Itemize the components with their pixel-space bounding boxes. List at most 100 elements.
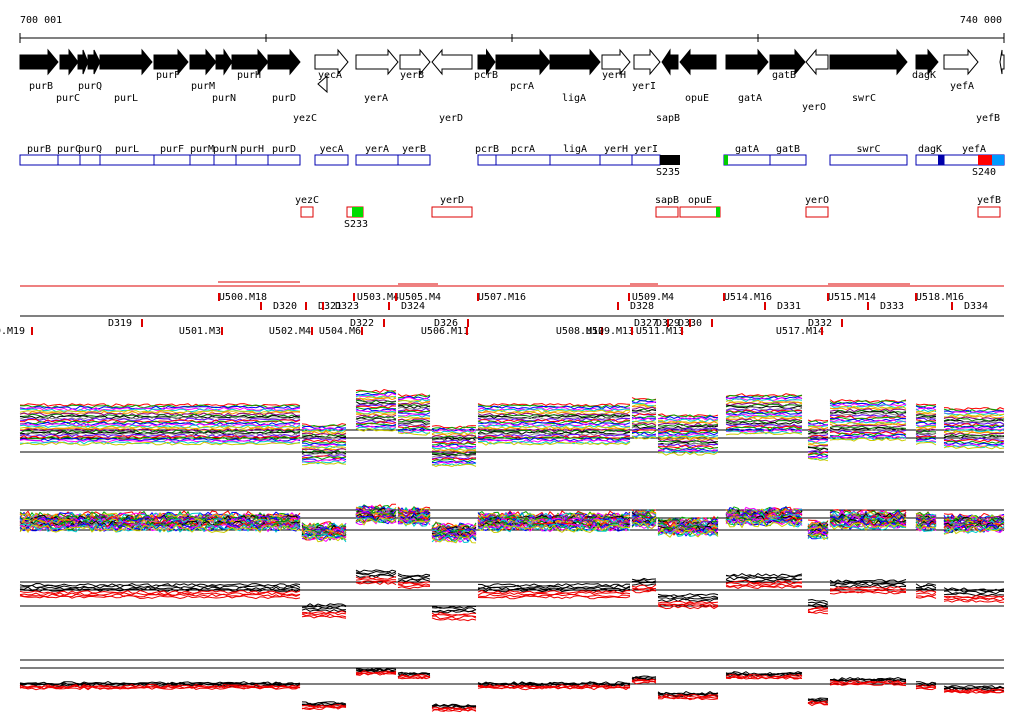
- expression-trace: [943, 526, 1005, 535]
- red-box-label: yefB: [977, 195, 1001, 206]
- expression-trace: [355, 514, 397, 523]
- expression-trace: [397, 673, 431, 678]
- expression-trace: [477, 595, 631, 600]
- segment-label: D319: [108, 318, 132, 329]
- box-label: pcrB: [475, 144, 499, 155]
- gene-box: [495, 154, 551, 166]
- red-box-label: yerO: [805, 195, 829, 206]
- red-box: [977, 206, 1001, 218]
- expression-trace: [657, 528, 719, 537]
- gene-arrow: [87, 49, 101, 75]
- expression-trace: [915, 435, 937, 438]
- expression-trace: [725, 417, 803, 421]
- expression-trace: [829, 416, 907, 421]
- expression-trace: [807, 444, 829, 447]
- expression-trace: [355, 403, 396, 408]
- expression-trace: [943, 416, 1005, 421]
- gene-arrow: [231, 48, 269, 76]
- expression-trace: [915, 417, 937, 422]
- expression-trace: [631, 402, 657, 407]
- expression-trace: [943, 436, 1005, 440]
- expression-trace: [829, 407, 907, 411]
- expression-trace: [19, 513, 301, 523]
- expression-trace: [829, 400, 906, 405]
- red-box-label: sapB: [655, 195, 679, 206]
- gene-arrow: [679, 48, 717, 76]
- gene-arrow: [805, 48, 829, 76]
- gene-label: yezC: [293, 113, 317, 124]
- expression-trace: [829, 681, 907, 686]
- gene-arrow: [99, 48, 153, 76]
- expression-trace: [725, 431, 803, 436]
- expression-trace: [355, 580, 397, 584]
- expression-trace: [431, 452, 477, 456]
- expression-trace: [631, 431, 657, 436]
- expression-trace: [397, 407, 431, 412]
- gene-box: [829, 154, 908, 166]
- expression-trace: [301, 533, 347, 543]
- expression-trace: [807, 700, 829, 705]
- expression-trace: [431, 433, 477, 437]
- expression-trace: [725, 673, 803, 679]
- expression-trace: [631, 434, 657, 438]
- expression-trace: [431, 707, 477, 711]
- expression-trace: [19, 404, 301, 409]
- segment-label: U506.M11: [421, 326, 469, 337]
- expression-trace: [301, 702, 347, 706]
- expression-trace: [355, 423, 397, 428]
- expression-trace: [915, 511, 937, 518]
- expression-trace: [397, 425, 431, 429]
- red-box-label: yerD: [440, 195, 464, 206]
- expression-trace: [915, 514, 937, 518]
- expression-trace: [829, 423, 907, 427]
- gene-box: [631, 154, 661, 166]
- expression-trace: [631, 679, 657, 683]
- expression-trace: [355, 417, 397, 421]
- expression-trace: [301, 425, 347, 430]
- expression-trace: [301, 615, 347, 619]
- gene-label: purD: [272, 93, 296, 104]
- box-mark: [978, 155, 992, 165]
- expression-trace: [657, 603, 719, 608]
- gene-label: purL: [114, 93, 138, 104]
- expression-trace: [19, 584, 301, 589]
- segment-label: D332: [808, 318, 832, 329]
- gene-label: yefB: [976, 113, 1000, 124]
- gene-box: [769, 154, 807, 166]
- expression-trace: [477, 402, 631, 407]
- gene-box: [99, 154, 155, 166]
- expression-trace: [915, 404, 937, 408]
- expression-trace: [431, 450, 477, 455]
- expression-trace: [397, 421, 431, 425]
- gene-label: purF: [156, 70, 180, 81]
- expression-trace: [431, 617, 477, 622]
- expression-trace: [431, 615, 477, 620]
- expression-trace: [355, 428, 397, 432]
- expression-trace: [301, 456, 347, 460]
- segment-label: D331: [777, 301, 801, 312]
- gene-arrow: [633, 48, 661, 76]
- box-mark: [724, 155, 728, 165]
- gene-arrow: [725, 48, 769, 76]
- segment-label: D330: [678, 318, 702, 329]
- red-box: [805, 206, 829, 218]
- expression-trace: [355, 392, 397, 398]
- expression-trace: [915, 409, 937, 414]
- expression-trace: [657, 594, 719, 599]
- expression-trace: [477, 686, 631, 691]
- expression-trace: [355, 517, 397, 524]
- expression-trace: [355, 578, 397, 582]
- expression-trace: [829, 419, 907, 424]
- expression-trace: [915, 423, 937, 427]
- box-label: gatB: [776, 144, 800, 155]
- expression-trace: [19, 682, 301, 687]
- expression-trace: [829, 410, 907, 415]
- red-box: [431, 206, 473, 218]
- gene-arrow: [19, 48, 59, 76]
- expression-trace: [477, 431, 631, 435]
- expression-trace: [915, 441, 937, 446]
- expression-trace: [807, 434, 829, 439]
- expression-trace: [807, 533, 829, 541]
- gene-label: yerA: [364, 93, 388, 104]
